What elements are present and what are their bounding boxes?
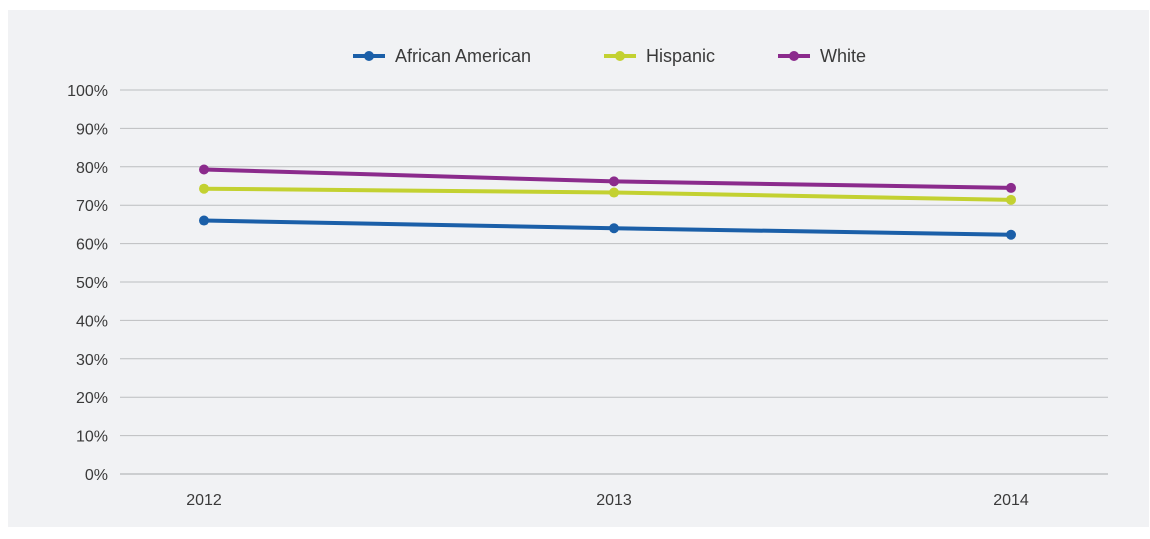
y-tick-label: 0% xyxy=(85,467,108,484)
series-hispanic xyxy=(199,183,1016,205)
series-group xyxy=(199,164,1016,240)
data-point-white xyxy=(199,164,209,175)
x-tick-label: 2014 xyxy=(993,492,1029,509)
legend-swatch-marker xyxy=(364,51,374,61)
y-tick-label: 10% xyxy=(76,429,108,446)
y-axis: 0% 10% 20% 30% 40% 50% 60% 70% 80% 90% 100% xyxy=(67,83,108,484)
y-tick-label: 40% xyxy=(76,313,108,330)
legend: African American Hispanic White xyxy=(353,46,866,66)
series-line-white xyxy=(202,167,1013,190)
series-line-hispanic xyxy=(202,186,1013,202)
x-tick-label: 2013 xyxy=(596,492,632,509)
legend-swatch-marker xyxy=(615,51,625,61)
data-point-white xyxy=(609,176,619,187)
data-point-african-american xyxy=(199,215,209,226)
y-tick-label: 100% xyxy=(67,83,108,100)
legend-swatch-marker xyxy=(789,51,799,61)
data-point-hispanic xyxy=(1006,194,1016,205)
y-tick-label: 50% xyxy=(76,275,108,292)
x-tick-label: 2012 xyxy=(186,492,222,509)
y-tick-label: 90% xyxy=(76,121,108,138)
legend-label: Hispanic xyxy=(646,46,715,66)
x-axis: 2012 2013 2014 xyxy=(186,492,1029,509)
y-tick-label: 60% xyxy=(76,237,108,254)
series-line-african-american xyxy=(202,218,1013,237)
y-tick-label: 80% xyxy=(76,160,108,177)
series-african-american xyxy=(199,215,1016,240)
legend-item: White xyxy=(778,46,866,66)
y-tick-label: 70% xyxy=(76,198,108,215)
y-tick-label: 20% xyxy=(76,390,108,407)
series-white xyxy=(199,164,1016,193)
legend-item: Hispanic xyxy=(604,46,715,66)
legend-item: African American xyxy=(353,46,531,66)
legend-label: African American xyxy=(395,46,531,66)
data-point-african-american xyxy=(609,223,619,234)
data-point-hispanic xyxy=(609,187,619,198)
data-point-white xyxy=(1006,182,1016,193)
data-point-african-american xyxy=(1006,229,1016,240)
y-tick-label: 30% xyxy=(76,352,108,369)
data-point-hispanic xyxy=(199,183,209,194)
chart-panel xyxy=(8,10,1149,527)
gridlines xyxy=(120,89,1108,475)
legend-label: White xyxy=(820,46,866,66)
